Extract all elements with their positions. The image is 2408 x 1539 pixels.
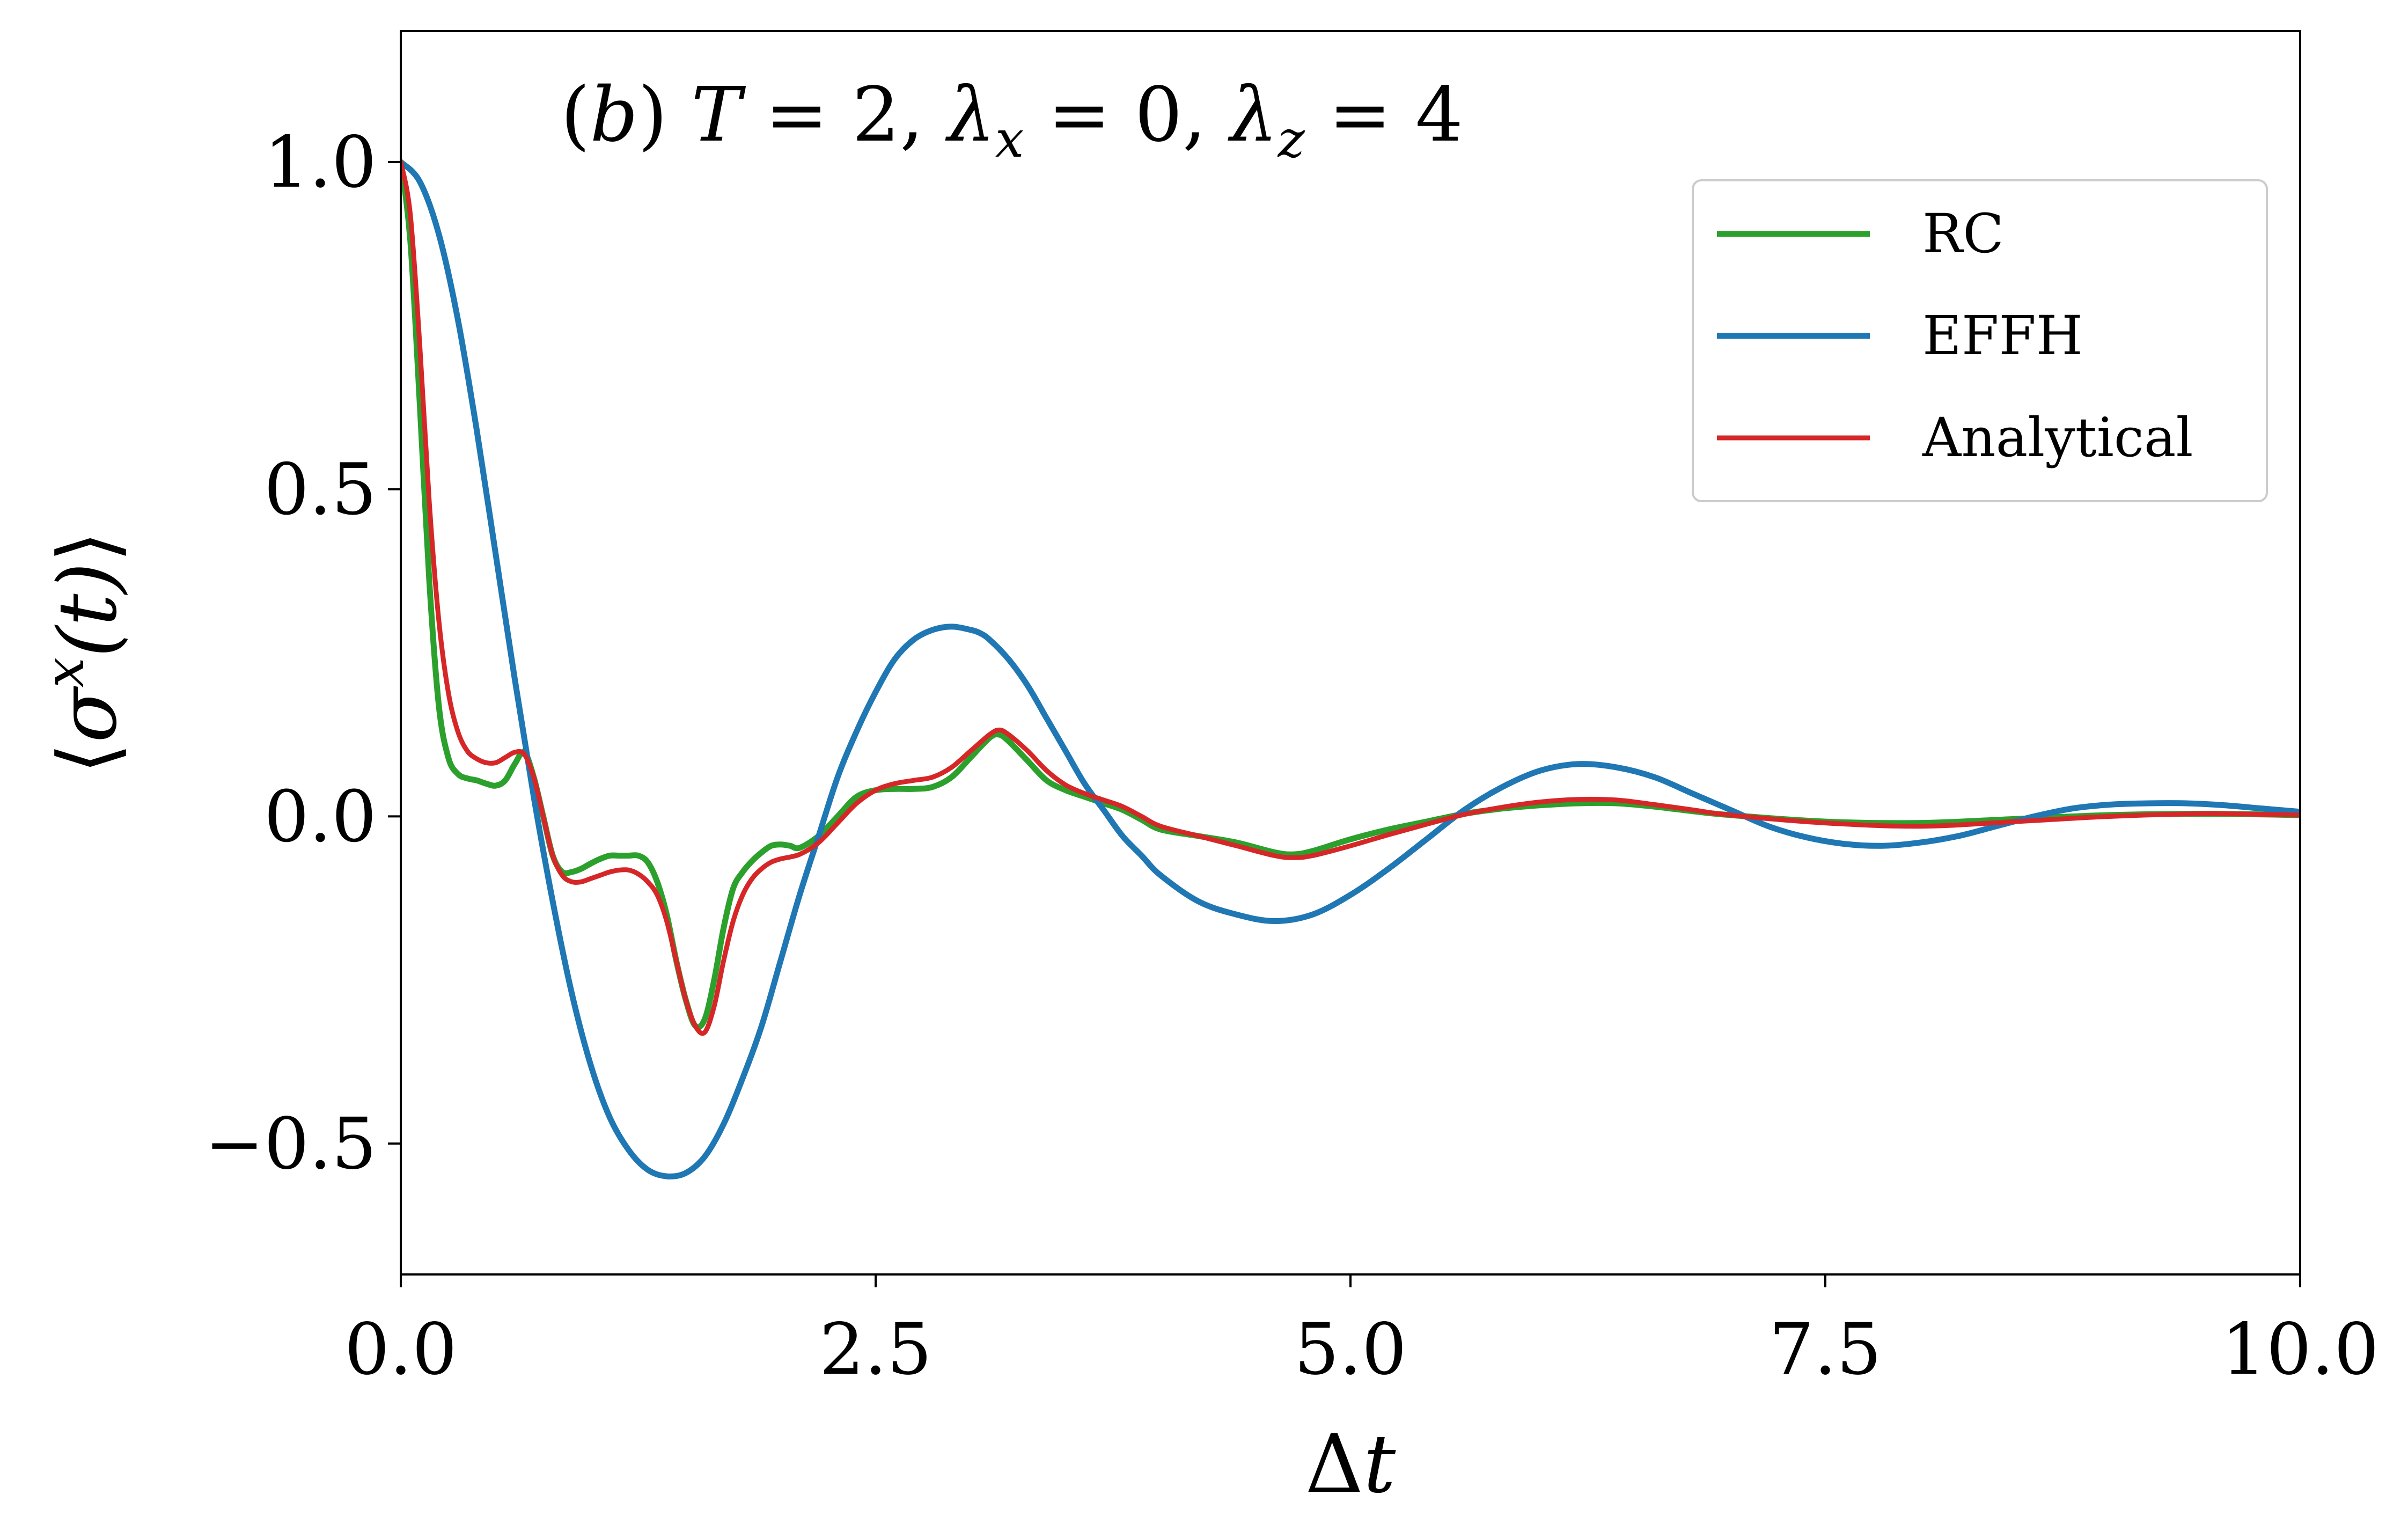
legend-label-analytical: Analytical — [1922, 406, 2193, 469]
series-line-rc — [401, 159, 2300, 1030]
series-layer — [401, 159, 2300, 1179]
y-tick-label: 1.0 — [264, 121, 377, 204]
y-tick-label: 0.5 — [264, 449, 377, 531]
x-tick-label: 10.0 — [2221, 1308, 2379, 1391]
legend-label-rc: RC — [1922, 202, 2004, 265]
legend-box — [1692, 179, 2268, 502]
x-tick-label: 0.0 — [344, 1308, 457, 1391]
x-tick-label: 7.5 — [1769, 1308, 1882, 1391]
y-axis-label-sigma: σ — [41, 686, 135, 743]
annotation-panel: b — [590, 71, 638, 159]
y-tick-label: 0.0 — [264, 775, 377, 858]
annotation-middle: ) — [638, 71, 691, 159]
annotation-lx-var: λ — [945, 71, 995, 159]
y-axis-label-sup: x — [33, 657, 96, 687]
y-axis-label: ⟨σx(t)⟩ — [33, 531, 135, 774]
annotation-lz-eq: = 4 — [1305, 71, 1463, 159]
series-line-effh — [401, 159, 2300, 1179]
y-axis-label-close: ⟩ — [41, 531, 135, 562]
annotation-lx-sub: x — [995, 110, 1024, 169]
x-axis-label-delta: Δ — [1305, 1418, 1363, 1511]
x-axis-label: Δt — [1305, 1418, 1396, 1511]
x-axis-ticks: 0.0 2.5 5.0 7.5 10.0 — [344, 1274, 2379, 1391]
annotation-lz-var: λ — [1228, 71, 1278, 159]
series-line-analytical — [401, 159, 2300, 1036]
y-axis-ticks: −0.5 0.0 0.5 1.0 — [204, 121, 401, 1185]
y-axis-label-arg: (t) — [41, 562, 135, 657]
annotation-lx-eq: = 0, — [1024, 71, 1230, 159]
x-tick-label: 5.0 — [1294, 1308, 1407, 1391]
annotation-t-eq: = 2, — [742, 71, 948, 159]
panel-annotation: (b) T = 2, λx = 0, λz = 4 — [561, 71, 1463, 169]
annotation-t-var: T — [691, 71, 746, 159]
legend-label-effh: EFFH — [1922, 304, 2083, 367]
y-axis-label-open: ⟨ — [41, 743, 135, 774]
legend: RC EFFH Analytical — [1692, 179, 2268, 502]
x-tick-label: 2.5 — [819, 1308, 932, 1391]
annotation-lz-sub: z — [1278, 110, 1305, 169]
y-tick-label: −0.5 — [204, 1103, 377, 1185]
annotation-prefix: ( — [561, 71, 590, 159]
x-axis-label-var: t — [1363, 1418, 1396, 1511]
